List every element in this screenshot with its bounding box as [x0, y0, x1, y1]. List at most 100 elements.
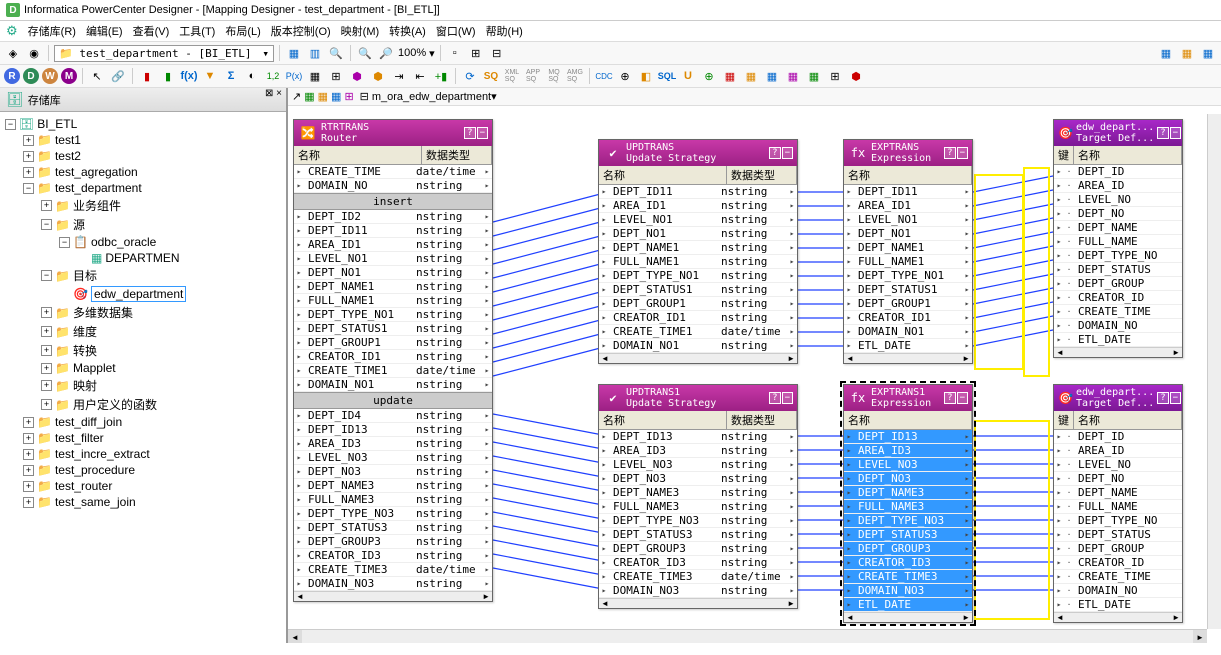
trans-scrollbar[interactable]: ◄► [599, 353, 797, 363]
tree-node[interactable]: +📁test2 [2, 148, 284, 164]
tree-node[interactable]: +📁test1 [2, 132, 284, 148]
sidebar-close-icon[interactable]: ⊠ × [265, 88, 282, 99]
port-row[interactable]: ▸·AREA_ID [1054, 444, 1182, 458]
d-icon[interactable]: D [23, 68, 39, 84]
port-row[interactable]: ▸·DEPT_TYPE_NO [1054, 514, 1182, 528]
tool-icon[interactable]: ⊕ [700, 67, 718, 85]
trans-controls[interactable]: ?− [1157, 127, 1181, 139]
tree-node[interactable]: +📁test_diff_join [2, 414, 284, 430]
btn-tool[interactable]: 🔍 [327, 44, 345, 62]
port-row[interactable]: ▸·ETL_DATE [1054, 333, 1182, 347]
object-dropdown[interactable]: 📁 test_department - [BI_ETL]▾ [54, 45, 274, 62]
canvas-tool[interactable]: ⊞ [344, 90, 353, 103]
port-row[interactable]: ▸·DEPT_ID [1054, 165, 1182, 179]
port-row[interactable]: ▸·DEPT_GROUP [1054, 277, 1182, 291]
transformation-box[interactable]: 🎯edw_depart...Target Def...?−键名称▸·DEPT_I… [1053, 119, 1183, 358]
port-row[interactable]: ▸DEPT_ID11nstring▸ [599, 185, 797, 199]
port-row[interactable]: ▸DEPT_ID13nstring▸ [599, 430, 797, 444]
port-row[interactable]: ▸DEPT_NO3▸ [844, 472, 972, 486]
port-row[interactable]: ▸CREATE_TIME1date/time▸ [599, 325, 797, 339]
port-row[interactable]: ▸CREATE_TIME3date/time▸ [294, 563, 492, 577]
port-row[interactable]: ▸·DEPT_STATUS [1054, 528, 1182, 542]
port-row[interactable]: ▸LEVEL_NO3▸ [844, 458, 972, 472]
port-row[interactable]: ▸DEPT_NO3nstring▸ [599, 472, 797, 486]
btn-tool[interactable]: ▦ [1199, 44, 1217, 62]
port-row[interactable]: ▸CREATOR_ID1nstring▸ [599, 311, 797, 325]
port-row[interactable]: ▸·CREATE_TIME [1054, 570, 1182, 584]
port-row[interactable]: ▸DEPT_STATUS1nstring▸ [294, 322, 492, 336]
btn-tool[interactable]: ▫ [446, 44, 464, 62]
tree-node[interactable]: +📁test_incre_extract [2, 446, 284, 462]
canvas-tool[interactable]: ▦ [331, 90, 341, 103]
port-row[interactable]: ▸·FULL_NAME [1054, 500, 1182, 514]
port-row[interactable]: ▸CREATE_TIME3date/time▸ [599, 570, 797, 584]
r-icon[interactable]: R [4, 68, 20, 84]
port-row[interactable]: ▸AREA_ID1nstring▸ [599, 199, 797, 213]
xml-icon[interactable]: XMLSQ [503, 67, 521, 85]
trans-controls[interactable]: ?− [464, 127, 488, 139]
port-row[interactable]: ▸·ETL_DATE [1054, 598, 1182, 612]
mq-sq-icon[interactable]: MQSQ [545, 67, 563, 85]
zoom-out-icon[interactable]: 🔍 [356, 44, 374, 62]
port-row[interactable]: ▸·DOMAIN_NO [1054, 319, 1182, 333]
port-row[interactable]: ▸·DEPT_STATUS [1054, 263, 1182, 277]
port-row[interactable]: ▸CREATE_TIME3▸ [844, 570, 972, 584]
port-row[interactable]: ▸DEPT_TYPE_NO1nstring▸ [599, 269, 797, 283]
tool-icon[interactable]: ⊞ [826, 67, 844, 85]
fx-icon[interactable]: f(x) [180, 67, 198, 85]
transformation-box[interactable]: ✔UPDTRANSUpdate Strategy?−名称数据类型▸DEPT_ID… [598, 139, 798, 364]
port-row[interactable]: ▸·LEVEL_NO [1054, 193, 1182, 207]
port-row[interactable]: ▸·LEVEL_NO [1054, 458, 1182, 472]
canvas-tool[interactable]: ↗ [292, 90, 301, 103]
tree-node[interactable]: ▦DEPARTMEN [2, 250, 284, 266]
port-row[interactable]: ▸·DEPT_NO [1054, 207, 1182, 221]
tool-icon[interactable]: ⇤ [411, 67, 429, 85]
port-row[interactable]: ▸DEPT_NAME1nstring▸ [294, 280, 492, 294]
port-row[interactable]: ▸·DEPT_ID [1054, 430, 1182, 444]
port-row[interactable]: ▸AREA_ID3nstring▸ [599, 444, 797, 458]
port-row[interactable]: ▸DEPT_STATUS1nstring▸ [599, 283, 797, 297]
port-row[interactable]: ▸·AREA_ID [1054, 179, 1182, 193]
port-row[interactable]: ▸DEPT_NAME3nstring▸ [294, 479, 492, 493]
menu-item[interactable]: 编辑(E) [86, 23, 123, 39]
port-row[interactable]: ▸·DOMAIN_NO [1054, 584, 1182, 598]
port-row[interactable]: ▸DEPT_STATUS1▸ [844, 283, 972, 297]
port-row[interactable]: ▸LEVEL_NO3nstring▸ [294, 451, 492, 465]
port-row[interactable]: ▸AREA_ID1▸ [844, 199, 972, 213]
btn-tool[interactable]: ▥ [306, 44, 324, 62]
pointer-icon[interactable]: ↖ [88, 67, 106, 85]
port-row[interactable]: ▸DEPT_NO1nstring▸ [599, 227, 797, 241]
port-row[interactable]: ▸LEVEL_NO3nstring▸ [599, 458, 797, 472]
tree-node[interactable]: +📁业务组件 [2, 196, 284, 215]
port-row[interactable]: ▸·CREATE_TIME [1054, 305, 1182, 319]
menu-item[interactable]: 映射(M) [341, 23, 380, 39]
mapping-dropdown[interactable]: m_ora_edw_department▾ [372, 90, 612, 103]
port-row[interactable]: ▸DEPT_NO1nstring▸ [294, 266, 492, 280]
tree-node[interactable]: 🎯edw_department [2, 285, 284, 303]
zoom-in-icon[interactable]: 🔎 [377, 44, 395, 62]
port-row[interactable]: ▸DEPT_GROUP3▸ [844, 542, 972, 556]
refresh-icon[interactable]: ⟳ [461, 67, 479, 85]
canvas-tool[interactable]: ⊟ [360, 90, 369, 103]
port-row[interactable]: ▸DEPT_ID11▸ [844, 185, 972, 199]
port-row[interactable]: ▸·DEPT_GROUP [1054, 542, 1182, 556]
menu-item[interactable]: 转换(A) [389, 23, 426, 39]
menu-item[interactable]: 查看(V) [133, 23, 170, 39]
trans-controls[interactable]: ?− [944, 147, 968, 159]
port-row[interactable]: ▸DEPT_STATUS3nstring▸ [294, 521, 492, 535]
port-row[interactable]: ▸CREATE_TIME1date/time▸ [294, 364, 492, 378]
tree-node[interactable]: −📁test_department [2, 180, 284, 196]
port-row[interactable]: ▸·FULL_NAME [1054, 235, 1182, 249]
tool-icon[interactable]: ▦ [742, 67, 760, 85]
app-sq-icon[interactable]: APPSQ [524, 67, 542, 85]
port-row[interactable]: ▸DEPT_ID13nstring▸ [294, 423, 492, 437]
menu-item[interactable]: 工具(T) [179, 23, 215, 39]
port-row[interactable]: ▸DEPT_TYPE_NO3nstring▸ [294, 507, 492, 521]
trans-controls[interactable]: ?− [769, 392, 793, 404]
trans-scrollbar[interactable]: ◄► [844, 612, 972, 622]
tool-icon[interactable]: ▮ [138, 67, 156, 85]
btn-tool[interactable]: ▦ [285, 44, 303, 62]
port-row[interactable]: ▸CREATOR_ID1nstring▸ [294, 350, 492, 364]
port-row[interactable]: ▸DEPT_TYPE_NO3▸ [844, 514, 972, 528]
tree-node[interactable]: −📁源 [2, 215, 284, 234]
